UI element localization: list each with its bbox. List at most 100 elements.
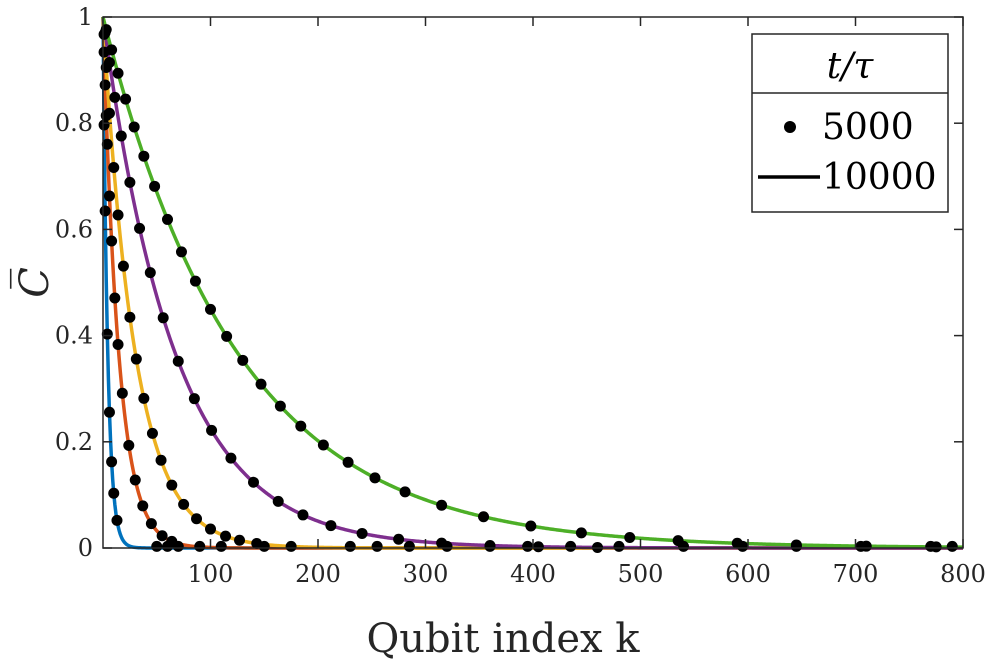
data-point — [371, 540, 383, 552]
data-point — [478, 511, 490, 523]
data-point — [215, 540, 227, 552]
data-point — [191, 513, 203, 525]
legend-box — [751, 33, 949, 213]
data-point — [522, 540, 534, 552]
data-point — [342, 456, 354, 468]
data-point — [99, 79, 111, 91]
data-point — [206, 424, 218, 436]
legend-entry-label: 10000 — [822, 157, 937, 198]
axes: 100 200 300 400 500 600 700 800 0 0.2 0.4 0.6 0.8 1 Qu… — [11, 3, 986, 662]
data-point — [166, 479, 178, 491]
data-point — [297, 509, 309, 521]
data-point — [484, 540, 496, 552]
data-point — [272, 495, 284, 507]
data-point — [285, 540, 297, 552]
legend-entry-label: 5000 — [822, 107, 914, 148]
legend-title: t/τ — [827, 46, 875, 87]
data-point — [145, 518, 157, 530]
data-point — [855, 540, 867, 552]
data-point — [399, 486, 411, 498]
data-point — [436, 499, 448, 511]
data-point — [101, 138, 113, 150]
data-point — [108, 162, 120, 174]
x-tick-label: 700 — [833, 560, 879, 588]
data-point — [138, 150, 150, 162]
data-point — [205, 303, 216, 315]
data-point — [220, 530, 232, 542]
data-point — [98, 119, 110, 131]
y-tick-label: 1 — [78, 3, 93, 31]
data-point — [123, 439, 135, 451]
x-tick-label: 600 — [725, 560, 771, 588]
data-point — [946, 540, 958, 552]
data-point — [106, 456, 118, 468]
data-point — [274, 400, 286, 412]
x-tick-label: 400 — [510, 560, 556, 588]
x-tick-label: 200 — [295, 560, 341, 588]
data-point — [790, 540, 802, 552]
y-tick-label: 0.2 — [55, 428, 93, 456]
data-point — [369, 472, 381, 484]
data-point — [678, 540, 689, 552]
data-point — [106, 44, 118, 56]
data-point — [103, 56, 115, 68]
data-point — [205, 523, 216, 535]
y-axis-label: C̅ — [11, 267, 58, 298]
data-point — [356, 527, 368, 539]
series-dots — [98, 24, 958, 553]
data-point — [156, 530, 168, 542]
data-point — [403, 540, 415, 552]
legend: t/τ 5000 10000 — [751, 33, 949, 213]
data-point — [137, 500, 149, 512]
data-point — [112, 209, 124, 221]
data-point — [155, 454, 167, 466]
data-point — [175, 246, 187, 258]
data-point — [317, 439, 329, 451]
data-point — [108, 487, 120, 499]
data-point — [128, 121, 140, 133]
data-point — [295, 420, 307, 432]
data-point — [624, 531, 636, 543]
data-point — [613, 540, 625, 552]
data-point — [344, 540, 356, 552]
x-tick-label: 500 — [618, 560, 664, 588]
data-point — [237, 354, 249, 366]
data-point — [172, 540, 184, 552]
data-point — [146, 427, 158, 439]
data-point — [117, 260, 129, 272]
data-point — [103, 190, 115, 202]
data-point — [106, 235, 118, 247]
data-point — [124, 176, 136, 188]
data-point — [188, 393, 200, 405]
data-point — [189, 275, 201, 287]
data-point — [172, 355, 184, 367]
y-tick-label: 0.8 — [55, 109, 93, 137]
data-point — [103, 406, 115, 418]
data-point — [258, 540, 270, 552]
x-tick-label: 100 — [188, 560, 234, 588]
data-point — [162, 213, 173, 225]
y-tick-label: 0 — [78, 534, 93, 562]
data-point — [112, 338, 124, 350]
data-point — [149, 180, 161, 192]
data-point — [225, 452, 237, 464]
data-point — [109, 91, 121, 103]
data-point — [325, 520, 337, 532]
data-point — [575, 527, 587, 539]
data-point — [129, 474, 141, 486]
data-point — [194, 540, 206, 552]
data-point — [115, 130, 127, 142]
data-point — [99, 205, 111, 217]
data-point — [178, 498, 190, 510]
data-point — [116, 387, 128, 399]
data-point — [234, 534, 246, 546]
data-point — [151, 540, 163, 552]
legend-marker-dot — [784, 121, 796, 133]
data-point — [103, 107, 115, 119]
data-point — [120, 93, 132, 105]
data-point — [248, 476, 259, 488]
data-point — [144, 267, 156, 279]
data-point — [525, 520, 537, 532]
data-point — [532, 541, 544, 553]
